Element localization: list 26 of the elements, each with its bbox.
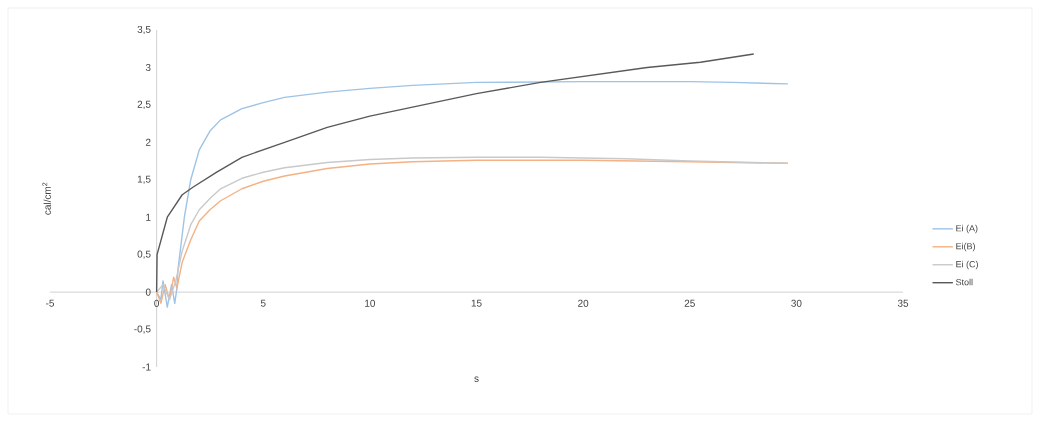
- y-tick-label: 2,5: [137, 100, 151, 110]
- x-tick-label: 35: [897, 299, 909, 307]
- y-tick-label: -1: [142, 363, 151, 371]
- y-tick-label: 1: [146, 213, 151, 221]
- y-tick-label: 3: [145, 63, 151, 71]
- x-tick-label: 0: [154, 299, 160, 307]
- y-tick-label: 1,5: [137, 175, 151, 184]
- x-tick-label: 25: [684, 299, 695, 307]
- y-tick-label: 0,5: [137, 250, 151, 259]
- legend-label: Stoll: [955, 278, 973, 286]
- x-tick-label: 10: [365, 299, 376, 307]
- line-series: [155, 80, 789, 308]
- x-tick-label: -5: [46, 299, 55, 307]
- x-tick-label: 15: [471, 299, 482, 307]
- y-axis-title: cal/cm$^{2}$: [42, 182, 51, 215]
- x-axis-title: s: [474, 376, 479, 382]
- legend-label: Ei (C): [956, 260, 978, 270]
- x-tick-label: 20: [578, 299, 589, 307]
- y-tick-label: 0: [145, 288, 151, 296]
- y-tick-label: 2: [145, 138, 151, 146]
- legend-label: Ei(B): [956, 242, 975, 252]
- legend-label: Ei (A): [956, 224, 978, 234]
- y-tick-label: -0,5: [134, 325, 151, 334]
- x-tick-label: 5: [260, 299, 266, 307]
- x-tick-label: 30: [791, 299, 802, 307]
- y-tick-label: 3,5: [137, 25, 151, 35]
